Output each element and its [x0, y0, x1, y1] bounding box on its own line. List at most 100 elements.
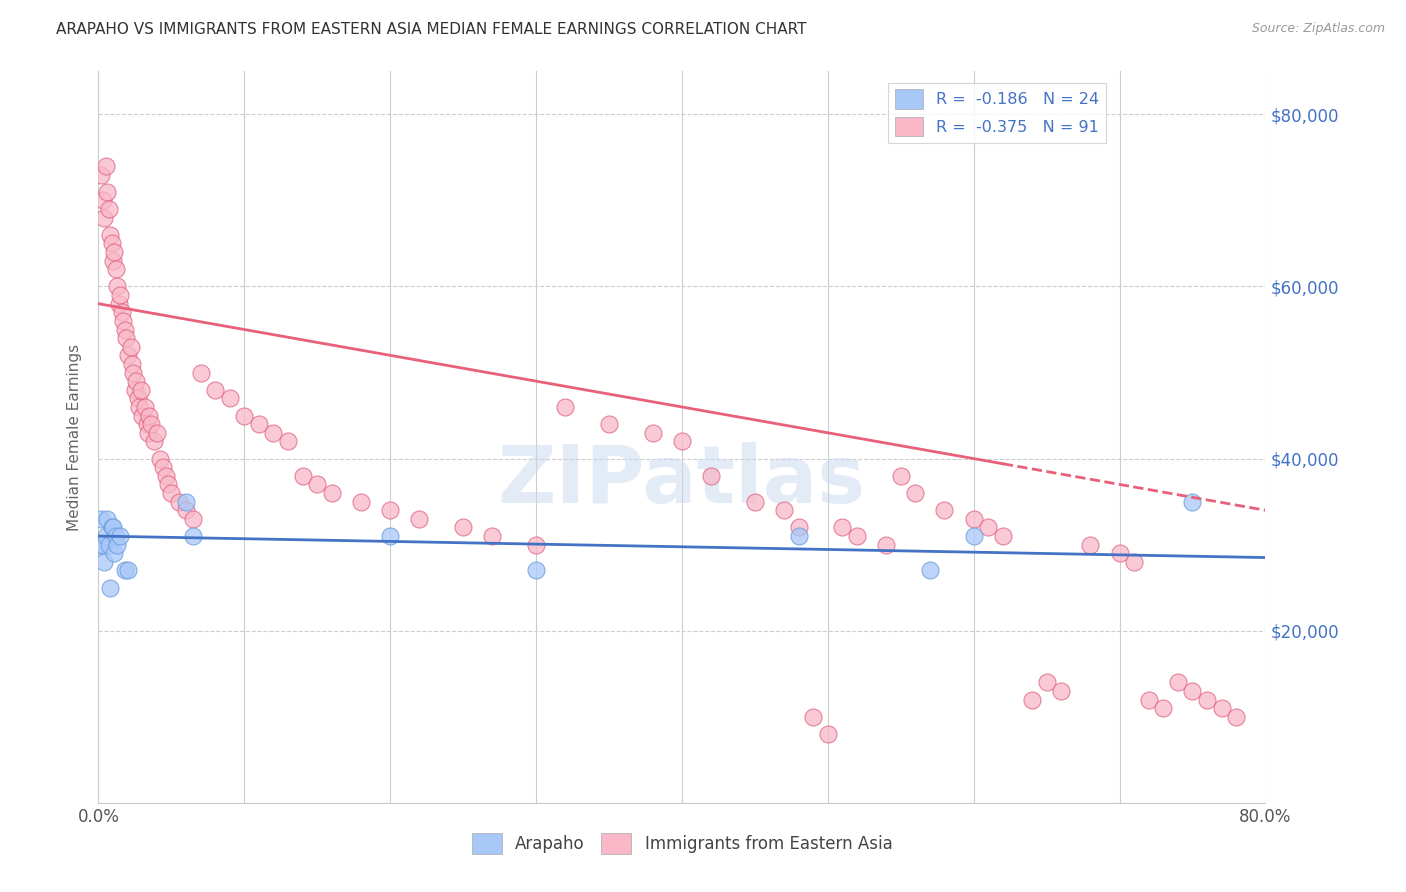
Point — [120, 340, 142, 354]
Point — [104, 262, 127, 277]
Point — [114, 322, 136, 336]
Point — [97, 202, 120, 216]
Point — [96, 185, 118, 199]
Point — [524, 538, 547, 552]
Point — [918, 564, 941, 578]
Point — [307, 477, 329, 491]
Point — [204, 383, 226, 397]
Point — [112, 314, 135, 328]
Point — [291, 468, 314, 483]
Point — [135, 417, 157, 432]
Point — [233, 409, 256, 423]
Point — [157, 477, 180, 491]
Point — [787, 529, 810, 543]
Point — [1211, 701, 1233, 715]
Point — [160, 486, 183, 500]
Point — [277, 434, 299, 449]
Point — [136, 425, 159, 440]
Point — [524, 564, 547, 578]
Point — [91, 538, 114, 552]
Point — [991, 529, 1014, 543]
Point — [98, 227, 121, 242]
Point — [1035, 675, 1057, 690]
Point — [122, 366, 145, 380]
Point — [787, 520, 810, 534]
Point — [744, 494, 766, 508]
Point — [139, 417, 162, 432]
Point — [110, 288, 132, 302]
Point — [380, 529, 402, 543]
Point — [91, 194, 114, 208]
Point — [1181, 494, 1204, 508]
Point — [190, 366, 212, 380]
Point — [93, 555, 115, 569]
Point — [1108, 546, 1130, 560]
Point — [167, 494, 190, 508]
Point — [1021, 692, 1043, 706]
Point — [890, 468, 912, 483]
Point — [181, 512, 204, 526]
Point — [101, 520, 124, 534]
Point — [100, 520, 122, 534]
Point — [134, 400, 156, 414]
Point — [846, 529, 869, 543]
Point — [904, 486, 927, 500]
Point — [89, 538, 111, 552]
Point — [105, 279, 128, 293]
Point — [262, 425, 284, 440]
Point — [1137, 692, 1160, 706]
Point — [801, 710, 824, 724]
Point — [146, 425, 169, 440]
Point — [108, 296, 131, 310]
Point — [554, 400, 576, 414]
Point — [93, 211, 115, 225]
Point — [114, 564, 136, 578]
Point — [1080, 538, 1102, 552]
Point — [129, 383, 152, 397]
Point — [142, 434, 165, 449]
Text: ZIPatlas: ZIPatlas — [498, 442, 866, 520]
Point — [105, 538, 128, 552]
Point — [1050, 684, 1073, 698]
Point — [773, 503, 796, 517]
Point — [117, 564, 139, 578]
Point — [350, 494, 373, 508]
Point — [218, 392, 240, 406]
Point — [700, 468, 723, 483]
Point — [117, 348, 139, 362]
Point — [641, 425, 664, 440]
Point — [451, 520, 474, 534]
Point — [380, 503, 402, 517]
Point — [127, 392, 149, 406]
Point — [481, 529, 503, 543]
Point — [115, 331, 138, 345]
Point — [977, 520, 1000, 534]
Point — [100, 236, 122, 251]
Point — [121, 357, 143, 371]
Point — [103, 546, 125, 560]
Point — [128, 400, 150, 414]
Point — [408, 512, 430, 526]
Point — [124, 383, 146, 397]
Point — [101, 253, 124, 268]
Point — [155, 468, 177, 483]
Point — [111, 305, 134, 319]
Point — [90, 512, 112, 526]
Point — [1195, 692, 1218, 706]
Point — [138, 409, 160, 423]
Point — [174, 503, 197, 517]
Point — [103, 245, 125, 260]
Legend: Arapaho, Immigrants from Eastern Asia: Arapaho, Immigrants from Eastern Asia — [465, 827, 898, 860]
Point — [110, 529, 132, 543]
Point — [152, 460, 174, 475]
Point — [1225, 710, 1247, 724]
Point — [90, 168, 112, 182]
Point — [1123, 555, 1146, 569]
Point — [98, 581, 121, 595]
Point — [104, 529, 127, 543]
Point — [598, 417, 620, 432]
Point — [94, 159, 117, 173]
Point — [247, 417, 270, 432]
Point — [817, 727, 839, 741]
Point — [934, 503, 956, 517]
